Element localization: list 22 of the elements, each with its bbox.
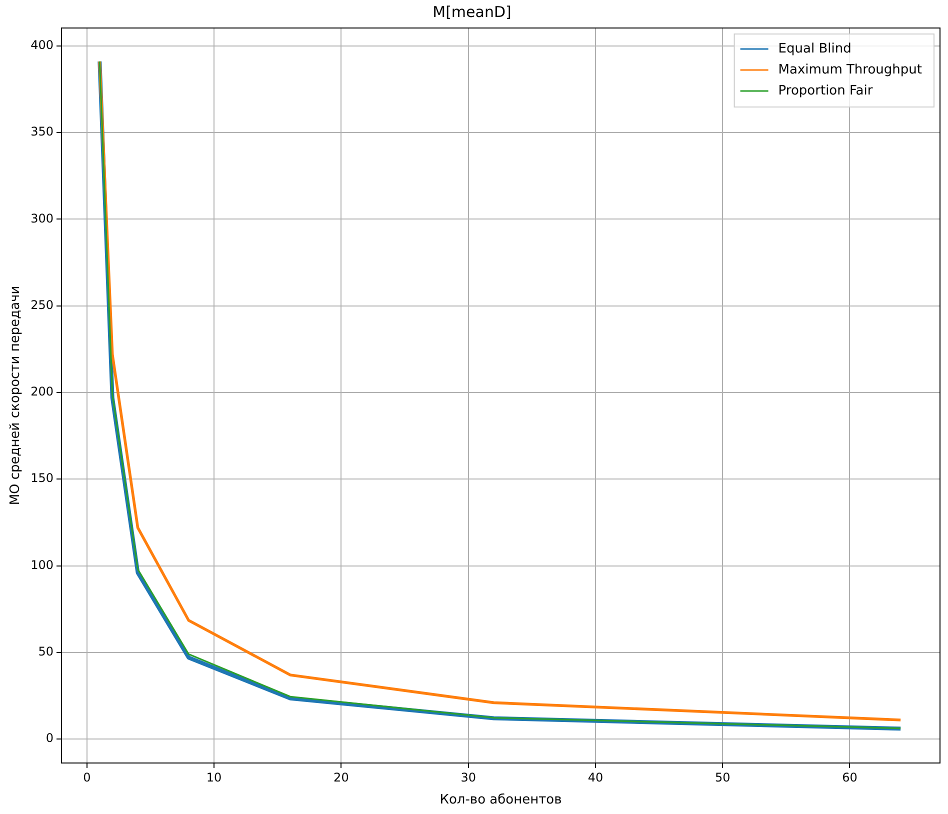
y-tick-label: 100 bbox=[30, 558, 54, 572]
y-tick-label: 350 bbox=[30, 124, 54, 139]
x-tick-label: 60 bbox=[842, 770, 858, 784]
chart-title: M[meanD] bbox=[432, 2, 512, 21]
legend-label: Maximum Throughput bbox=[778, 62, 922, 78]
x-tick-label: 0 bbox=[83, 770, 91, 784]
legend-label: Equal Blind bbox=[778, 41, 852, 56]
y-tick-label: 150 bbox=[30, 471, 54, 486]
legend-label: Proportion Fair bbox=[778, 83, 874, 98]
y-tick-label: 250 bbox=[30, 298, 54, 312]
x-tick-label: 50 bbox=[714, 770, 730, 784]
x-tick-label: 30 bbox=[460, 770, 476, 784]
y-tick-label: 50 bbox=[38, 644, 54, 659]
y-tick-label: 300 bbox=[30, 211, 54, 226]
y-tick-label: 200 bbox=[30, 384, 54, 399]
x-tick-label: 20 bbox=[334, 770, 349, 784]
x-tick-label: 10 bbox=[206, 770, 222, 784]
y-tick-label: 0 bbox=[46, 731, 54, 746]
y-axis-title: МО средней скорости передачи bbox=[8, 286, 24, 506]
x-tick-label: 40 bbox=[588, 770, 604, 784]
y-tick-label: 400 bbox=[30, 38, 54, 52]
x-axis-title: Кол-во абонентов bbox=[440, 792, 562, 808]
